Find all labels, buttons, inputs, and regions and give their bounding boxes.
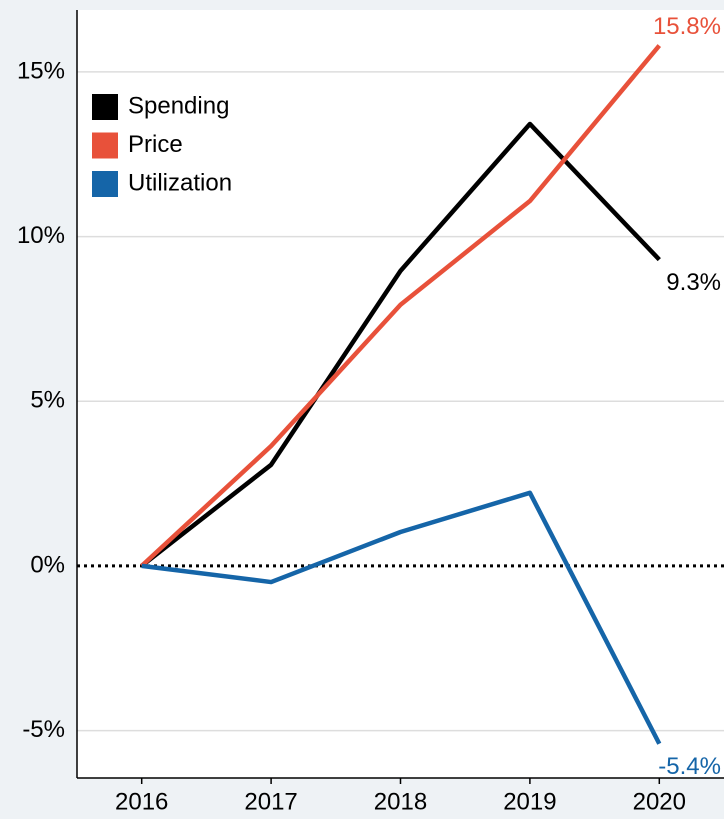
x-tick-label: 2016 [115, 788, 168, 815]
legend-swatch [92, 94, 118, 120]
plot-area [77, 10, 724, 778]
x-tick-label: 2020 [633, 788, 686, 815]
x-tick-label: 2017 [244, 788, 297, 815]
y-tick-label: -5% [22, 716, 65, 743]
y-tick-label: 10% [17, 222, 65, 249]
x-tick-label: 2019 [503, 788, 556, 815]
legend-label: Price [128, 131, 183, 158]
line [141, 490, 662, 745]
value-label: -5.4% [658, 753, 721, 780]
y-tick-label: 15% [17, 57, 65, 84]
legend-swatch [92, 171, 118, 197]
line [140, 121, 661, 568]
legend-swatch [92, 132, 118, 159]
x-tick-label: 2018 [374, 788, 427, 815]
line [140, 44, 662, 568]
y-tick-label: 5% [30, 387, 65, 414]
y-tick-label: 0% [30, 551, 65, 578]
legend-label: Spending [128, 92, 229, 119]
legend-label: Utilization [128, 169, 232, 196]
value-label: 9.3% [666, 269, 721, 296]
value-label: 15.8% [653, 13, 721, 40]
